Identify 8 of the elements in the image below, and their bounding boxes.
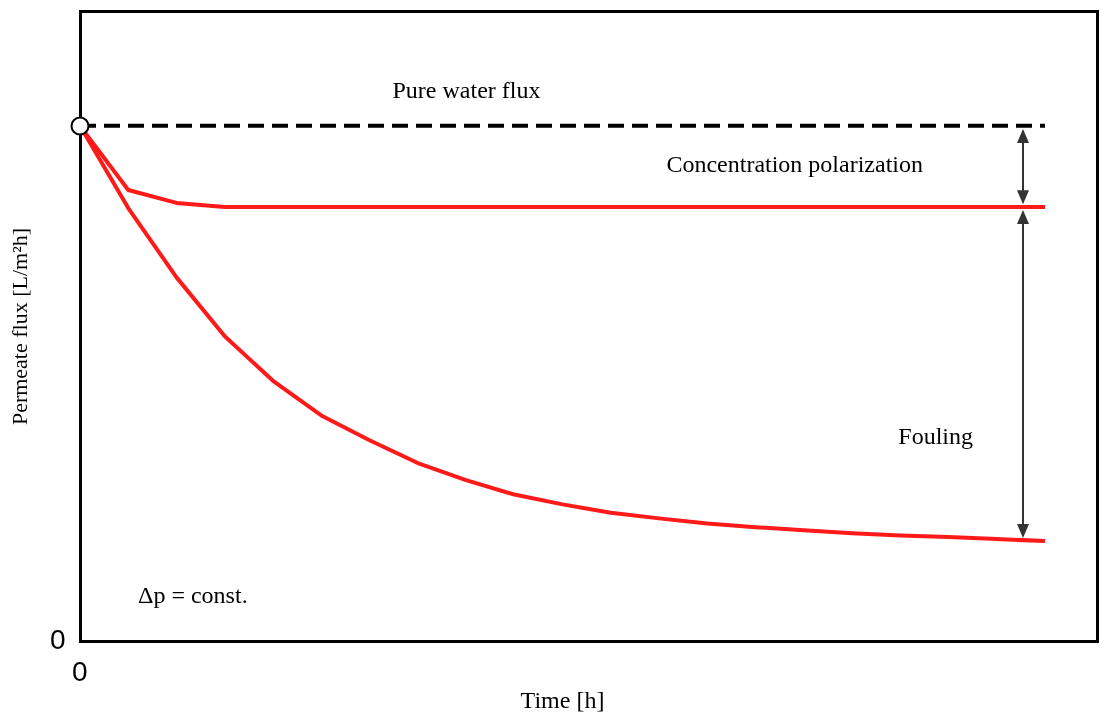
text: 0 xyxy=(72,655,88,687)
x-axis-title: Time [h] xyxy=(520,687,605,713)
annotation: Fouling xyxy=(898,423,973,450)
series-label: Pure water flux xyxy=(392,76,541,103)
y-axis-title: Permeate flux [L/m²h] xyxy=(6,227,32,426)
text: 0 xyxy=(50,623,66,655)
annotation: Concentration polarization xyxy=(666,151,923,178)
annotation: Δp = const. xyxy=(138,582,248,608)
